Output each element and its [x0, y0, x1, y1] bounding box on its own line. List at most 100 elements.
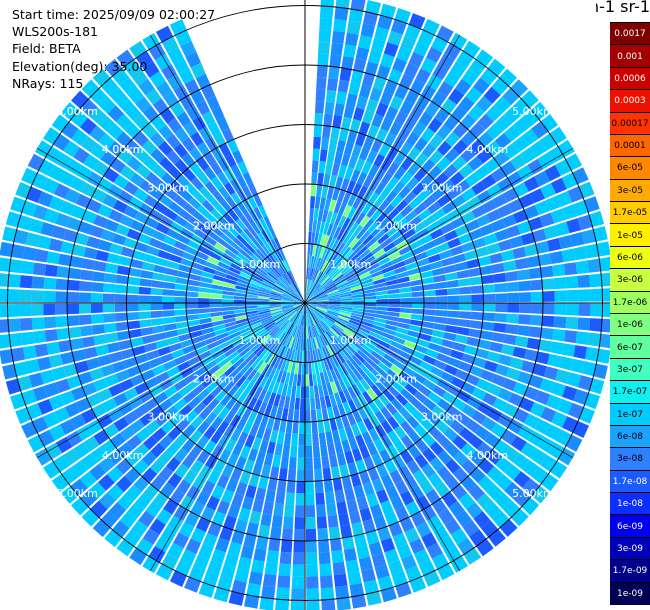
beta-range-gate: [206, 95, 220, 111]
beta-range-gate: [351, 312, 364, 318]
beta-range-gate: [184, 410, 199, 424]
beta-range-gate: [174, 127, 189, 143]
beta-range-gate: [7, 289, 20, 302]
beta-range-gate: [336, 242, 346, 254]
beta-range-gate: [118, 255, 132, 267]
beta-range-gate: [188, 378, 202, 390]
beta-range-gate: [519, 397, 535, 412]
beta-range-gate: [284, 272, 293, 284]
beta-range-gate: [406, 415, 420, 429]
beta-range-gate: [185, 51, 201, 68]
beta-range-gate: [276, 587, 290, 601]
beta-range-gate: [26, 186, 43, 203]
beta-range-gate: [385, 106, 399, 121]
beta-range-gate: [341, 153, 351, 167]
beta-range-gate: [174, 240, 188, 251]
beta-range-gate: [61, 121, 79, 139]
beta-range-gate: [376, 489, 389, 504]
beta-range-gate: [266, 339, 276, 350]
beta-range-gate: [279, 248, 287, 261]
beta-range-gate: [152, 230, 166, 242]
beta-range-gate: [162, 303, 175, 310]
beta-range-gate: [348, 237, 359, 249]
beta-range-gate: [305, 279, 308, 292]
beta-range-gate: [249, 510, 262, 525]
beta-range-gate: [316, 303, 329, 306]
beta-range-gate: [58, 253, 72, 267]
beta-range-gate: [337, 260, 348, 270]
beta-range-gate: [245, 484, 257, 499]
beta-range-gate: [333, 392, 342, 405]
beta-range-gate: [450, 528, 468, 545]
beta-range-gate: [217, 357, 230, 369]
beta-range-gate: [179, 404, 193, 418]
beta-range-gate: [184, 221, 198, 234]
beta-range-gate: [262, 260, 273, 271]
beta-range-gate: [119, 165, 136, 180]
beta-range-gate: [336, 337, 346, 348]
beta-range-gate: [306, 564, 319, 577]
beta-range-gate: [285, 288, 296, 297]
beta-range-gate: [264, 337, 274, 348]
beta-range-gate: [494, 229, 510, 242]
beta-range-gate: [535, 390, 551, 406]
beta-range-gate: [250, 371, 261, 384]
beta-range-gate: [150, 310, 163, 319]
range-ring-label: 5.00km: [512, 105, 554, 118]
range-ring-label: 1.00km: [330, 258, 372, 271]
beta-range-gate: [308, 255, 312, 268]
beta-range-gate: [293, 300, 305, 303]
beta-range-gate: [316, 304, 329, 307]
beta-range-gate: [234, 255, 247, 265]
beta-range-gate: [153, 391, 168, 405]
beta-range-gate: [348, 81, 361, 96]
beta-range-gate: [279, 345, 287, 358]
beta-range-gate: [305, 517, 316, 530]
beta-range-gate: [378, 142, 391, 157]
beta-range-gate: [167, 74, 183, 91]
beta-range-gate: [49, 165, 66, 182]
beta-range-gate: [251, 341, 262, 352]
beta-range-gate: [269, 270, 279, 280]
beta-range-gate: [312, 269, 318, 281]
beta-range-gate: [316, 298, 329, 302]
colorbar-tick-label: 3e-09: [617, 544, 643, 555]
beta-range-gate: [271, 290, 283, 296]
beta-range-gate: [340, 524, 353, 539]
beta-range-gate: [412, 221, 426, 234]
beta-range-gate: [340, 306, 353, 310]
beta-range-gate: [351, 522, 364, 536]
beta-range-gate: [316, 516, 328, 529]
beta-range-gate: [427, 391, 442, 405]
beta-range-gate: [343, 104, 355, 119]
beta-range-gate: [123, 237, 138, 249]
beta-range-gate: [236, 234, 248, 246]
beta-range-gate: [233, 303, 246, 307]
beta-range-gate: [494, 283, 507, 293]
beta-range-gate: [376, 294, 389, 299]
beta-range-gate: [352, 294, 365, 298]
beta-range-gate: [399, 371, 413, 383]
beta-range-gate: [359, 445, 371, 459]
beta-range-gate: [405, 565, 422, 582]
beta-range-gate: [566, 289, 579, 302]
beta-range-gate: [90, 500, 108, 518]
beta-range-gate: [258, 348, 269, 360]
beta-range-gate: [444, 364, 458, 376]
beta-range-gate: [354, 158, 366, 172]
beta-range-gate: [413, 202, 427, 215]
beta-range-gate: [474, 165, 490, 180]
beta-range-gate: [397, 543, 413, 560]
beta-range-gate: [284, 309, 296, 317]
beta-range-gate: [543, 225, 559, 240]
beta-range-gate: [283, 273, 292, 285]
beta-range-gate: [534, 200, 550, 215]
beta-range-gate: [239, 231, 251, 243]
beta-range-gate: [150, 303, 163, 311]
beta-range-gate: [347, 206, 357, 220]
beta-range-gate: [0, 241, 14, 257]
beta-range-gate: [366, 492, 379, 508]
beta-range-gate: [123, 181, 139, 196]
beta-range-gate: [355, 381, 366, 394]
